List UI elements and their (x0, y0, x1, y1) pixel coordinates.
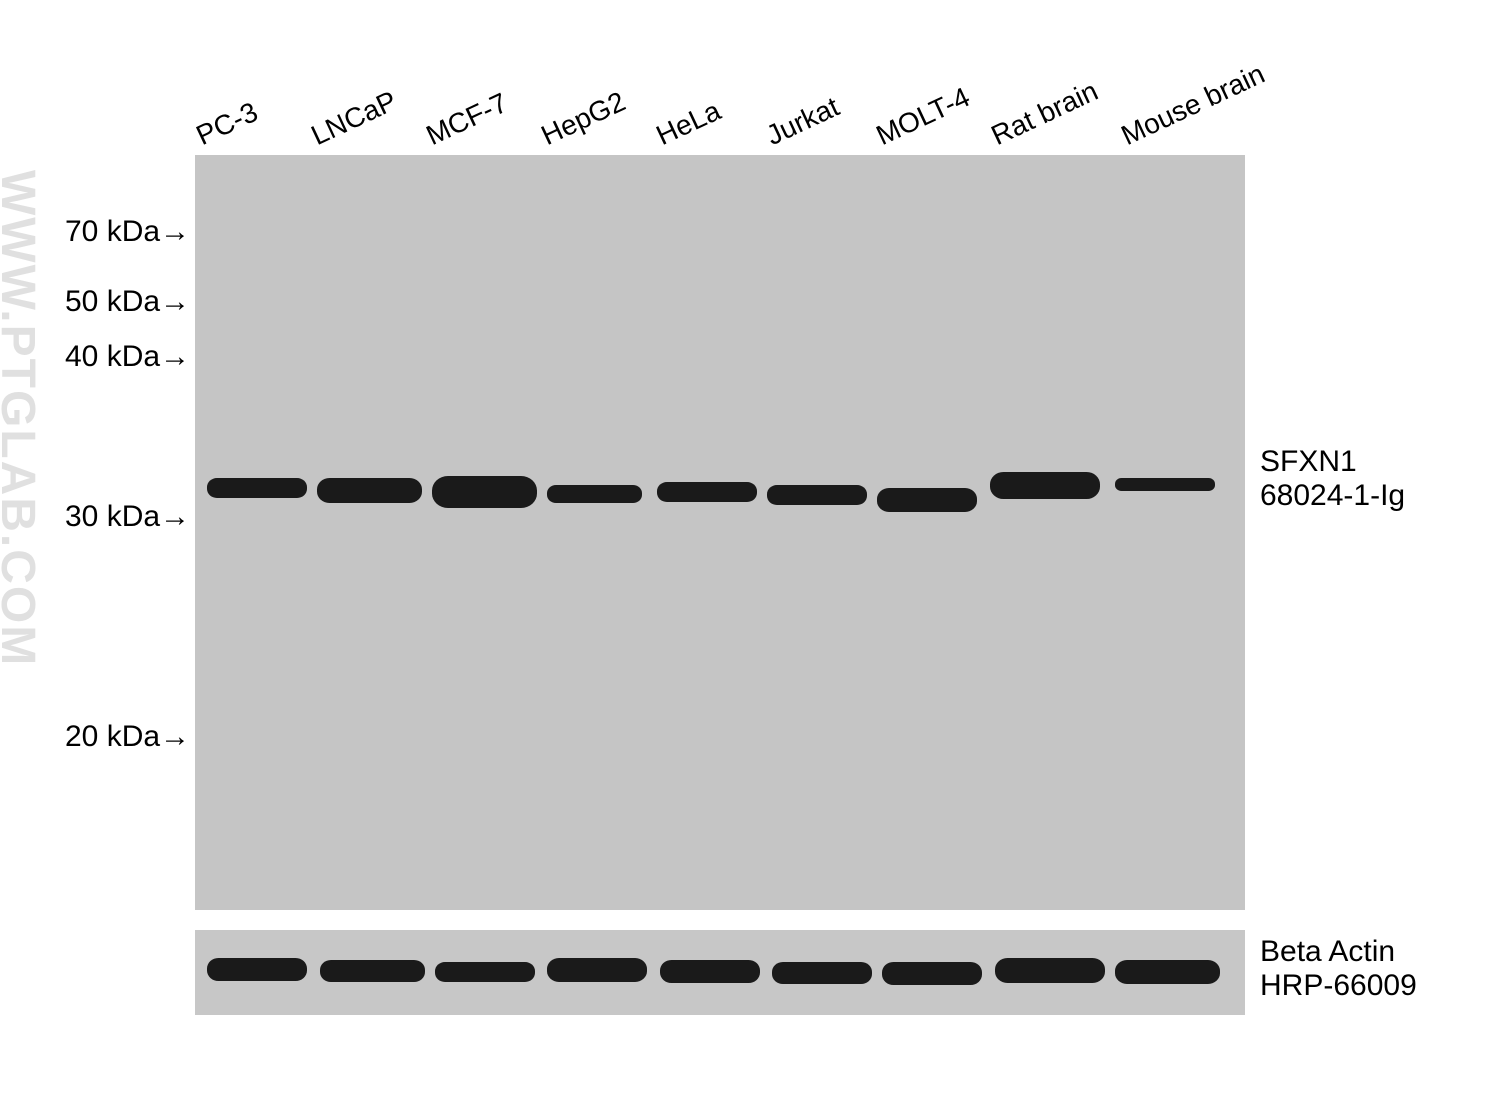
control-name: Beta Actin (1260, 935, 1417, 969)
lane-label: Jurkat (761, 91, 844, 152)
antibody-label-main: SFXN1 68024-1-Ig (1260, 445, 1405, 513)
protein-band (657, 482, 757, 502)
lane-label: Mouse brain (1116, 58, 1269, 152)
protein-band (317, 478, 422, 503)
protein-band (432, 476, 537, 508)
mw-marker: 20 kDa→ (65, 720, 190, 754)
lane-label: Rat brain (986, 75, 1103, 152)
lane-label: LNCaP (306, 85, 401, 152)
control-catalog: HRP-66009 (1260, 969, 1417, 1003)
lane-label: MOLT-4 (871, 81, 974, 152)
protein-band (207, 478, 307, 498)
control-band (995, 958, 1105, 983)
lane-label: HepG2 (536, 86, 630, 152)
antibody-catalog: 68024-1-Ig (1260, 479, 1405, 513)
control-band (1115, 960, 1220, 984)
mw-marker: 50 kDa→ (65, 285, 190, 319)
lane-label: MCF-7 (421, 87, 512, 152)
control-band (772, 962, 872, 984)
protein-band (767, 485, 867, 505)
control-band (207, 958, 307, 981)
mw-marker: 30 kDa→ (65, 500, 190, 534)
control-band (882, 962, 982, 985)
protein-band (1115, 478, 1215, 491)
protein-band (990, 472, 1100, 499)
antibody-name: SFXN1 (1260, 445, 1405, 479)
lane-label: PC-3 (191, 96, 262, 152)
protein-band (877, 488, 977, 512)
antibody-label-control: Beta Actin HRP-66009 (1260, 935, 1417, 1003)
control-band (660, 960, 760, 983)
main-blot-panel (195, 155, 1245, 910)
mw-marker: 70 kDa→ (65, 215, 190, 249)
control-band (547, 958, 647, 982)
control-band (435, 962, 535, 982)
lane-label: HeLa (651, 95, 725, 152)
protein-band (547, 485, 642, 503)
mw-marker: 40 kDa→ (65, 340, 190, 374)
watermark-text: WWW.PTGLAB.COM (0, 170, 45, 667)
western-blot-figure: WWW.PTGLAB.COM PC-3 LNCaP MCF-7 HepG2 HeLa Ju… (0, 0, 1489, 1101)
control-band (320, 960, 425, 982)
